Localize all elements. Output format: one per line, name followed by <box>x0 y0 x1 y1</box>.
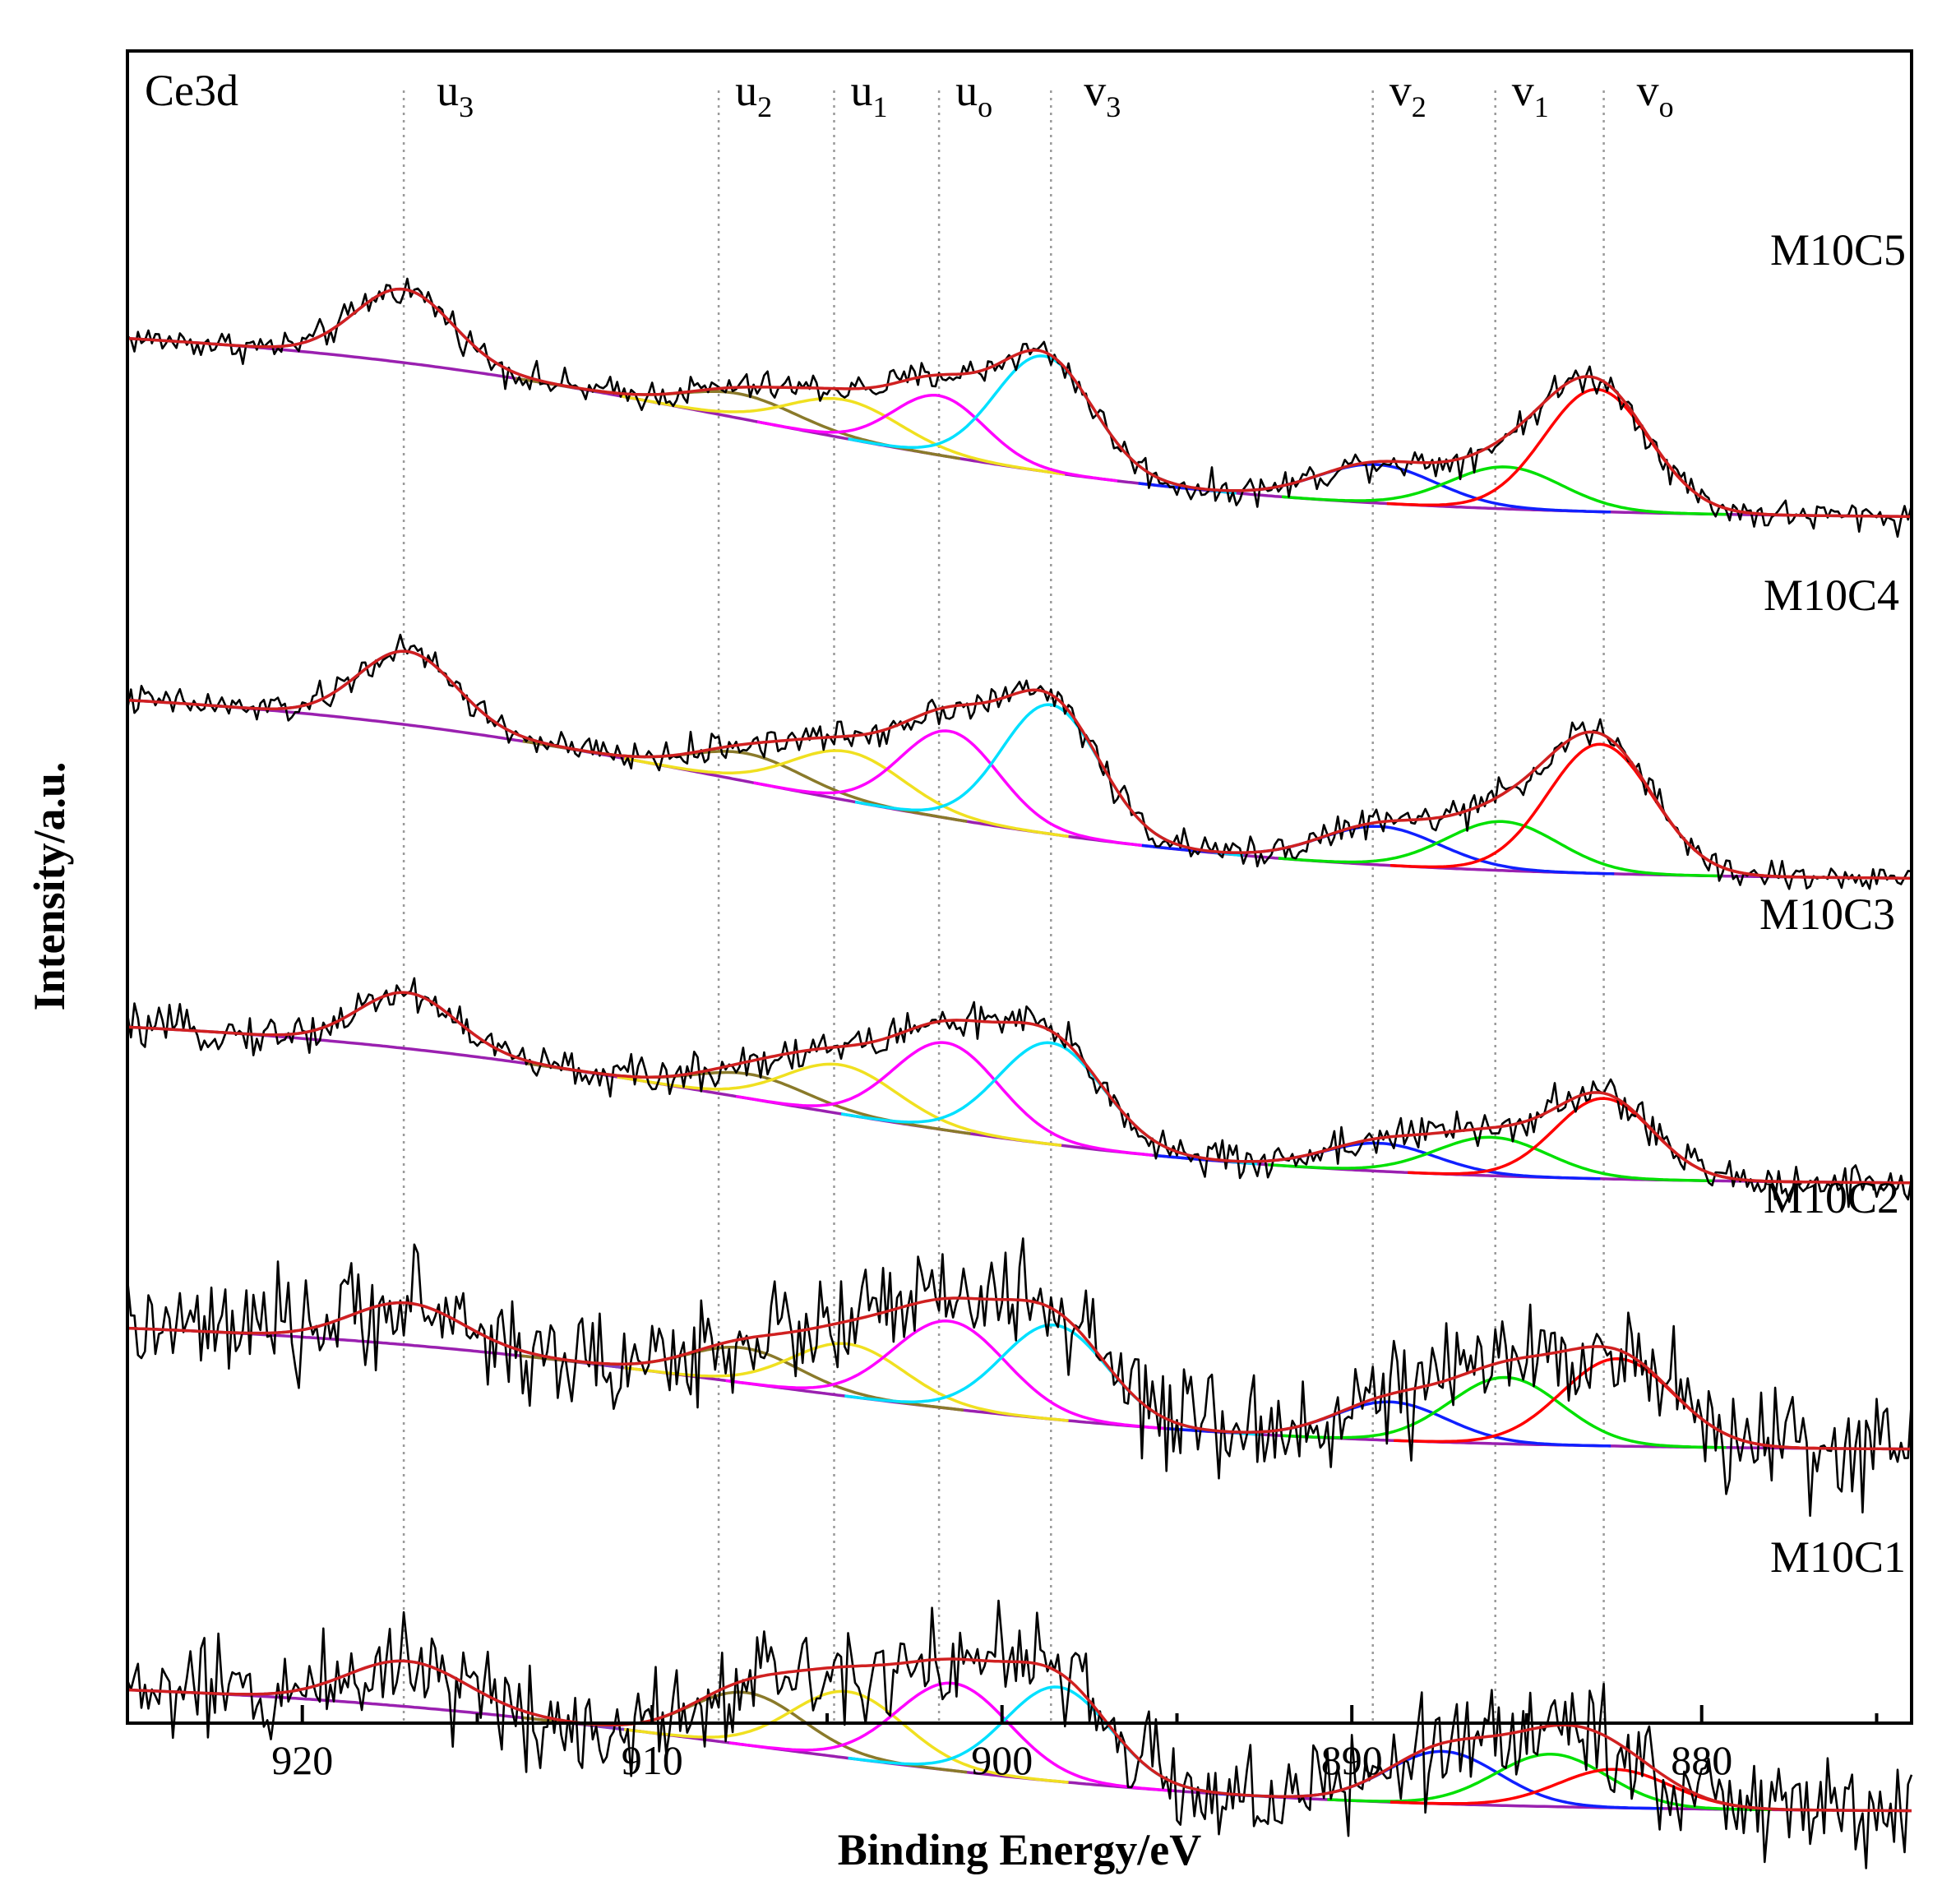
raw-spectrum <box>126 1599 1913 1869</box>
fit-envelope <box>127 1657 1912 1813</box>
peak-label-v3: v3 <box>1084 66 1121 123</box>
peak-label-base: u <box>851 66 873 115</box>
peak-label-subscript: 1 <box>1534 90 1549 123</box>
sample-label-M10C5: M10C5 <box>1770 225 1906 275</box>
component-uo <box>756 393 1118 483</box>
peak-labels: u3 u2 u1 uo v3 v2 v1 vo <box>437 66 1674 123</box>
peak-label-base: u <box>437 66 459 115</box>
peak-label-u2: u2 <box>735 66 772 123</box>
plot-frame <box>126 49 1913 1725</box>
fit-envelope <box>127 287 1912 519</box>
series-M10C1 <box>126 1599 1913 1869</box>
component-u1 <box>623 749 1069 839</box>
peak-label-subscript: 2 <box>1412 90 1426 123</box>
sample-label-M10C1: M10C1 <box>1770 1532 1906 1582</box>
raw-spectrum <box>126 1237 1913 1518</box>
series-M10C5 <box>127 277 1913 538</box>
peak-label-subscript: o <box>1659 90 1674 123</box>
x-axis-title: Binding Energy/eV <box>838 1825 1202 1874</box>
peak-label-subscript: 3 <box>1106 90 1121 123</box>
spectra-layer <box>126 277 1913 1869</box>
peak-label-subscript: 1 <box>873 90 888 123</box>
component-v1 <box>1282 1375 1727 1449</box>
peak-guide-lines <box>402 90 1605 1723</box>
x-tick-label-900: 900 <box>971 1737 1033 1783</box>
peak-label-vo: vo <box>1637 66 1674 123</box>
fit-envelope <box>127 991 1912 1185</box>
sample-label-M10C3: M10C3 <box>1759 890 1895 939</box>
peak-label-base: v <box>1637 66 1659 115</box>
peak-label-u3: u3 <box>437 66 474 123</box>
series-M10C4 <box>126 633 1912 890</box>
peak-label-subscript: o <box>978 90 992 123</box>
component-v1 <box>1281 465 1727 516</box>
peak-label-base: u <box>955 66 978 115</box>
component-uo <box>725 1319 1171 1430</box>
peak-label-subscript: 3 <box>459 90 474 123</box>
peak-label-uo: uo <box>955 66 992 123</box>
peak-label-base: v <box>1389 66 1412 115</box>
x-tick-label-890: 890 <box>1321 1737 1383 1783</box>
sample-labels: M10C5 M10C4 M10C3 M10C2 M10C1 <box>1759 225 1906 1582</box>
component-u1 <box>617 1062 1062 1148</box>
x-tick-label-880: 880 <box>1671 1737 1732 1783</box>
peak-label-base: u <box>735 66 757 115</box>
component-uo <box>728 1681 1174 1793</box>
x-axis: 920 910 900 890 880 <box>126 1705 1879 1783</box>
peak-label-v1: v1 <box>1512 66 1549 123</box>
element-label: Ce3d <box>145 66 238 115</box>
component-u1 <box>620 395 1066 476</box>
x-tick-label-910: 910 <box>622 1737 683 1783</box>
sample-label-M10C2: M10C2 <box>1764 1173 1899 1222</box>
component-v1 <box>1278 820 1723 878</box>
component-v1 <box>1267 1135 1713 1183</box>
fit-envelope <box>127 649 1912 880</box>
peak-label-subscript: 2 <box>757 90 772 123</box>
y-axis-title: Intensity/a.u. <box>25 761 74 1010</box>
x-tick-label-920: 920 <box>271 1737 333 1783</box>
series-M10C3 <box>126 977 1913 1208</box>
peak-label-v2: v2 <box>1389 66 1426 123</box>
fit-envelope <box>127 1296 1912 1451</box>
component-uo <box>753 729 1143 848</box>
series-M10C2 <box>126 1237 1913 1518</box>
peak-label-base: v <box>1084 66 1106 115</box>
component-uo <box>736 1041 1153 1157</box>
sample-label-M10C4: M10C4 <box>1764 571 1899 620</box>
peak-label-u1: u1 <box>851 66 888 123</box>
peak-label-base: v <box>1512 66 1534 115</box>
raw-spectrum <box>126 633 1912 890</box>
